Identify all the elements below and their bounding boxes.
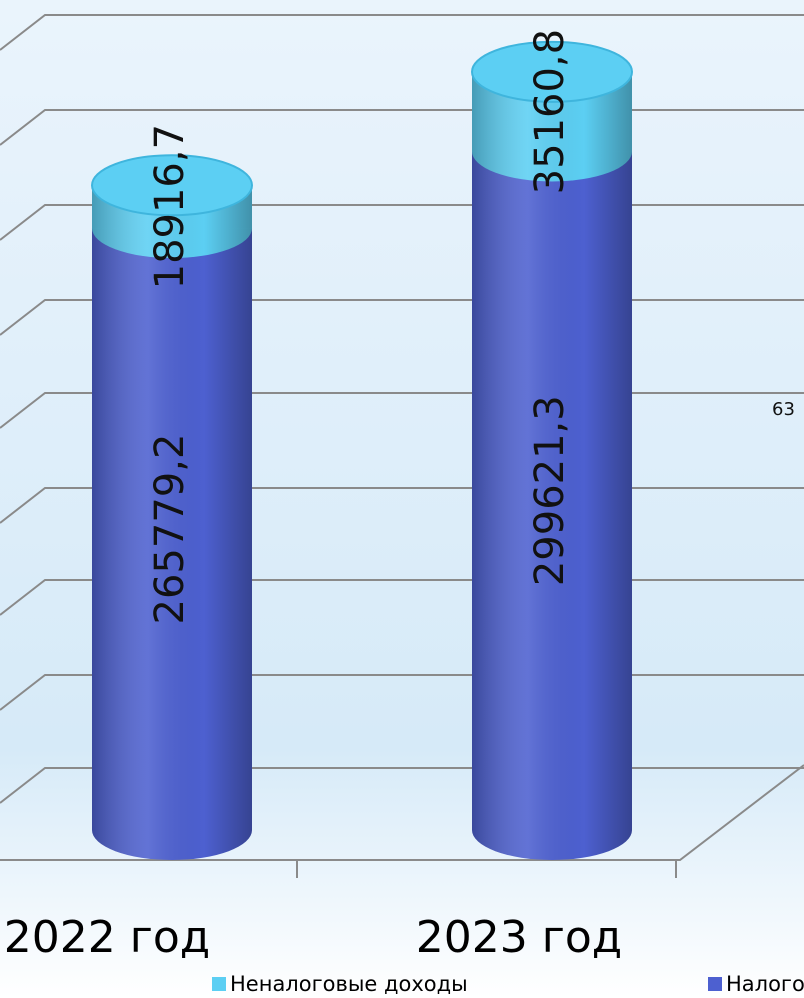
legend-swatch [708, 977, 722, 991]
x-tick-label: 2023 год [416, 912, 622, 963]
legend-swatch [212, 977, 226, 991]
value-label: 35160,8 [527, 29, 573, 194]
annotation: 63 [772, 399, 795, 420]
cylinder-shade [92, 228, 252, 831]
cylinder-top [471, 40, 633, 103]
value-label: 265779,2 [147, 434, 193, 625]
x-tick-label: 2022 год [4, 912, 210, 963]
value-label: 299621,3 [527, 395, 573, 586]
legend-label: Неналоговые доходы [230, 972, 468, 996]
cylinder-shade [472, 151, 632, 831]
value-label: 18916,7 [147, 124, 193, 289]
legend-label: Налоговые доходы [726, 972, 804, 996]
cylinder-top [91, 154, 253, 217]
